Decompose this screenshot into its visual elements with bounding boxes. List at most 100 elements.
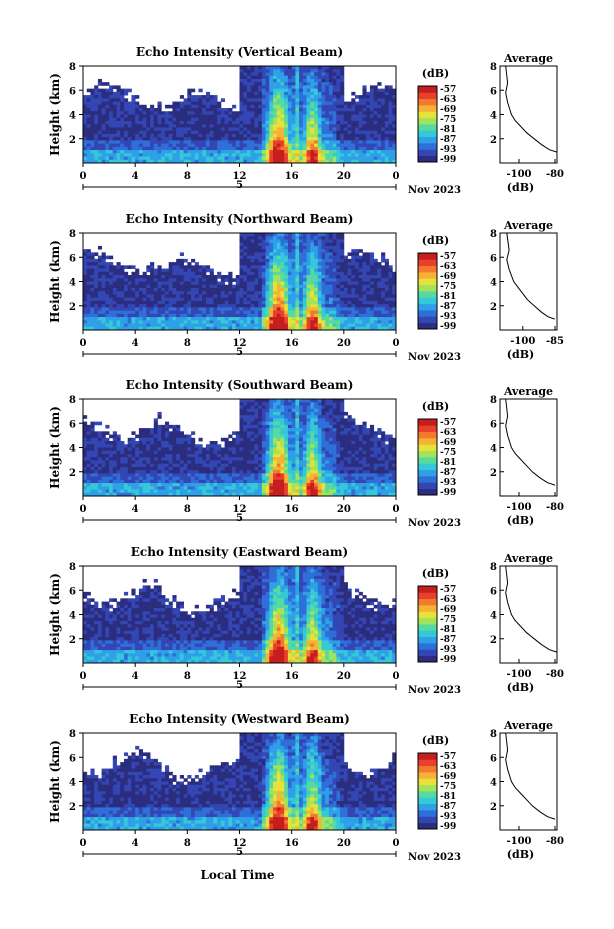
heatmap-cell xyxy=(194,127,199,132)
heatmap-cell xyxy=(351,150,356,154)
heatmap-cell xyxy=(109,313,114,318)
heatmap-cell xyxy=(317,313,322,318)
heatmap-cell xyxy=(150,476,155,481)
heatmap-cell xyxy=(228,466,233,471)
heatmap-cell xyxy=(172,294,177,299)
heatmap-cell xyxy=(116,300,121,305)
heatmap-cell xyxy=(299,326,304,331)
heatmap-cell xyxy=(101,127,106,132)
heatmap-cell xyxy=(373,114,378,119)
heatmap-cell xyxy=(325,124,330,128)
heatmap-cell xyxy=(94,262,99,266)
heatmap-cell xyxy=(381,275,386,279)
heatmap-cell xyxy=(153,294,158,299)
heatmap-cell xyxy=(112,137,117,141)
heatmap-cell xyxy=(246,98,252,102)
heatmap-cell xyxy=(321,255,326,260)
heatmap-cell xyxy=(369,304,375,308)
heatmap-cell xyxy=(220,143,225,148)
heatmap-cell xyxy=(150,153,155,157)
heatmap-cell xyxy=(150,114,155,119)
heatmap-cell xyxy=(351,101,356,106)
heatmap-cell xyxy=(105,294,110,299)
heatmap-cell xyxy=(332,239,337,244)
heatmap-cell xyxy=(317,252,322,257)
heatmap-cell xyxy=(176,294,181,299)
heatmap-cell xyxy=(362,268,367,273)
heatmap-cell xyxy=(332,78,337,83)
heatmap-cell xyxy=(373,137,378,141)
heatmap-cell xyxy=(202,294,207,299)
heatmap-cell xyxy=(384,111,389,115)
heatmap-cell xyxy=(146,137,151,141)
heatmap-cell xyxy=(97,146,103,151)
heatmap-cell xyxy=(183,326,188,331)
heatmap-cell xyxy=(351,284,356,289)
heatmap-cell xyxy=(90,278,95,282)
heatmap-cell xyxy=(131,489,136,494)
heatmap-cell xyxy=(302,88,307,93)
heatmap-cell xyxy=(291,156,296,161)
heatmap-cell xyxy=(254,95,259,99)
colorbar-swatch xyxy=(418,259,437,267)
heatmap-cell xyxy=(83,287,88,292)
heatmap-cell xyxy=(168,473,173,477)
heatmap-cell xyxy=(381,310,386,315)
heatmap-cell xyxy=(90,95,95,99)
heatmap-cell xyxy=(135,450,140,455)
heatmap-cell xyxy=(265,242,270,247)
heatmap-cell xyxy=(366,143,371,148)
heatmap-cell xyxy=(176,437,181,442)
heatmap-cell xyxy=(261,294,266,299)
heatmap-cell xyxy=(280,242,285,247)
heatmap-cell xyxy=(325,313,330,318)
heatmap-cell xyxy=(232,479,237,484)
heatmap-cell xyxy=(265,320,270,324)
heatmap-cell xyxy=(172,486,177,490)
y-axis-label: Height (km) xyxy=(48,240,62,323)
heatmap-cell xyxy=(351,313,356,318)
heatmap-cell xyxy=(343,124,348,128)
heatmap-cell xyxy=(228,275,233,279)
heatmap-cell xyxy=(112,294,117,299)
heatmap-cell xyxy=(317,85,322,90)
heatmap-cell xyxy=(198,146,203,151)
heatmap-cell xyxy=(235,120,240,125)
heatmap-cell xyxy=(347,307,352,311)
heatmap-cell xyxy=(369,310,375,315)
heatmap-cell xyxy=(261,69,266,73)
heatmap-cell xyxy=(131,150,136,154)
heatmap-cell xyxy=(205,153,211,157)
heatmap-cell xyxy=(366,137,371,141)
heatmap-cell xyxy=(202,95,207,99)
heatmap-cell xyxy=(276,85,281,90)
heatmap-cell xyxy=(239,434,244,439)
heatmap-cell xyxy=(179,150,185,154)
heatmap-cell xyxy=(246,78,252,83)
heatmap-cell xyxy=(202,447,207,452)
heatmap-cell xyxy=(94,441,99,445)
heatmap-cell xyxy=(86,95,91,99)
heatmap-cell xyxy=(243,127,248,132)
heatmap-cell xyxy=(284,300,289,305)
heatmap-cell xyxy=(179,466,185,471)
heatmap-cell xyxy=(246,117,252,122)
heatmap-cell xyxy=(90,313,95,318)
heatmap-cell xyxy=(94,466,99,471)
heatmap-cell xyxy=(366,294,371,299)
heatmap-cell xyxy=(276,159,281,164)
heatmap-cell xyxy=(157,411,162,416)
heatmap-cell xyxy=(153,450,158,455)
heatmap-cell xyxy=(205,457,211,461)
heatmap-cell xyxy=(265,117,270,122)
heatmap-cell xyxy=(299,127,304,132)
heatmap-cell xyxy=(377,140,382,144)
heatmap-cell xyxy=(358,304,363,308)
heatmap-cell xyxy=(131,98,136,102)
heatmap-cell xyxy=(228,450,233,455)
heatmap-cell xyxy=(86,294,91,299)
heatmap-cell xyxy=(269,88,274,93)
heatmap-cell xyxy=(83,153,88,157)
heatmap-cell xyxy=(280,284,285,289)
heatmap-cell xyxy=(332,85,337,90)
